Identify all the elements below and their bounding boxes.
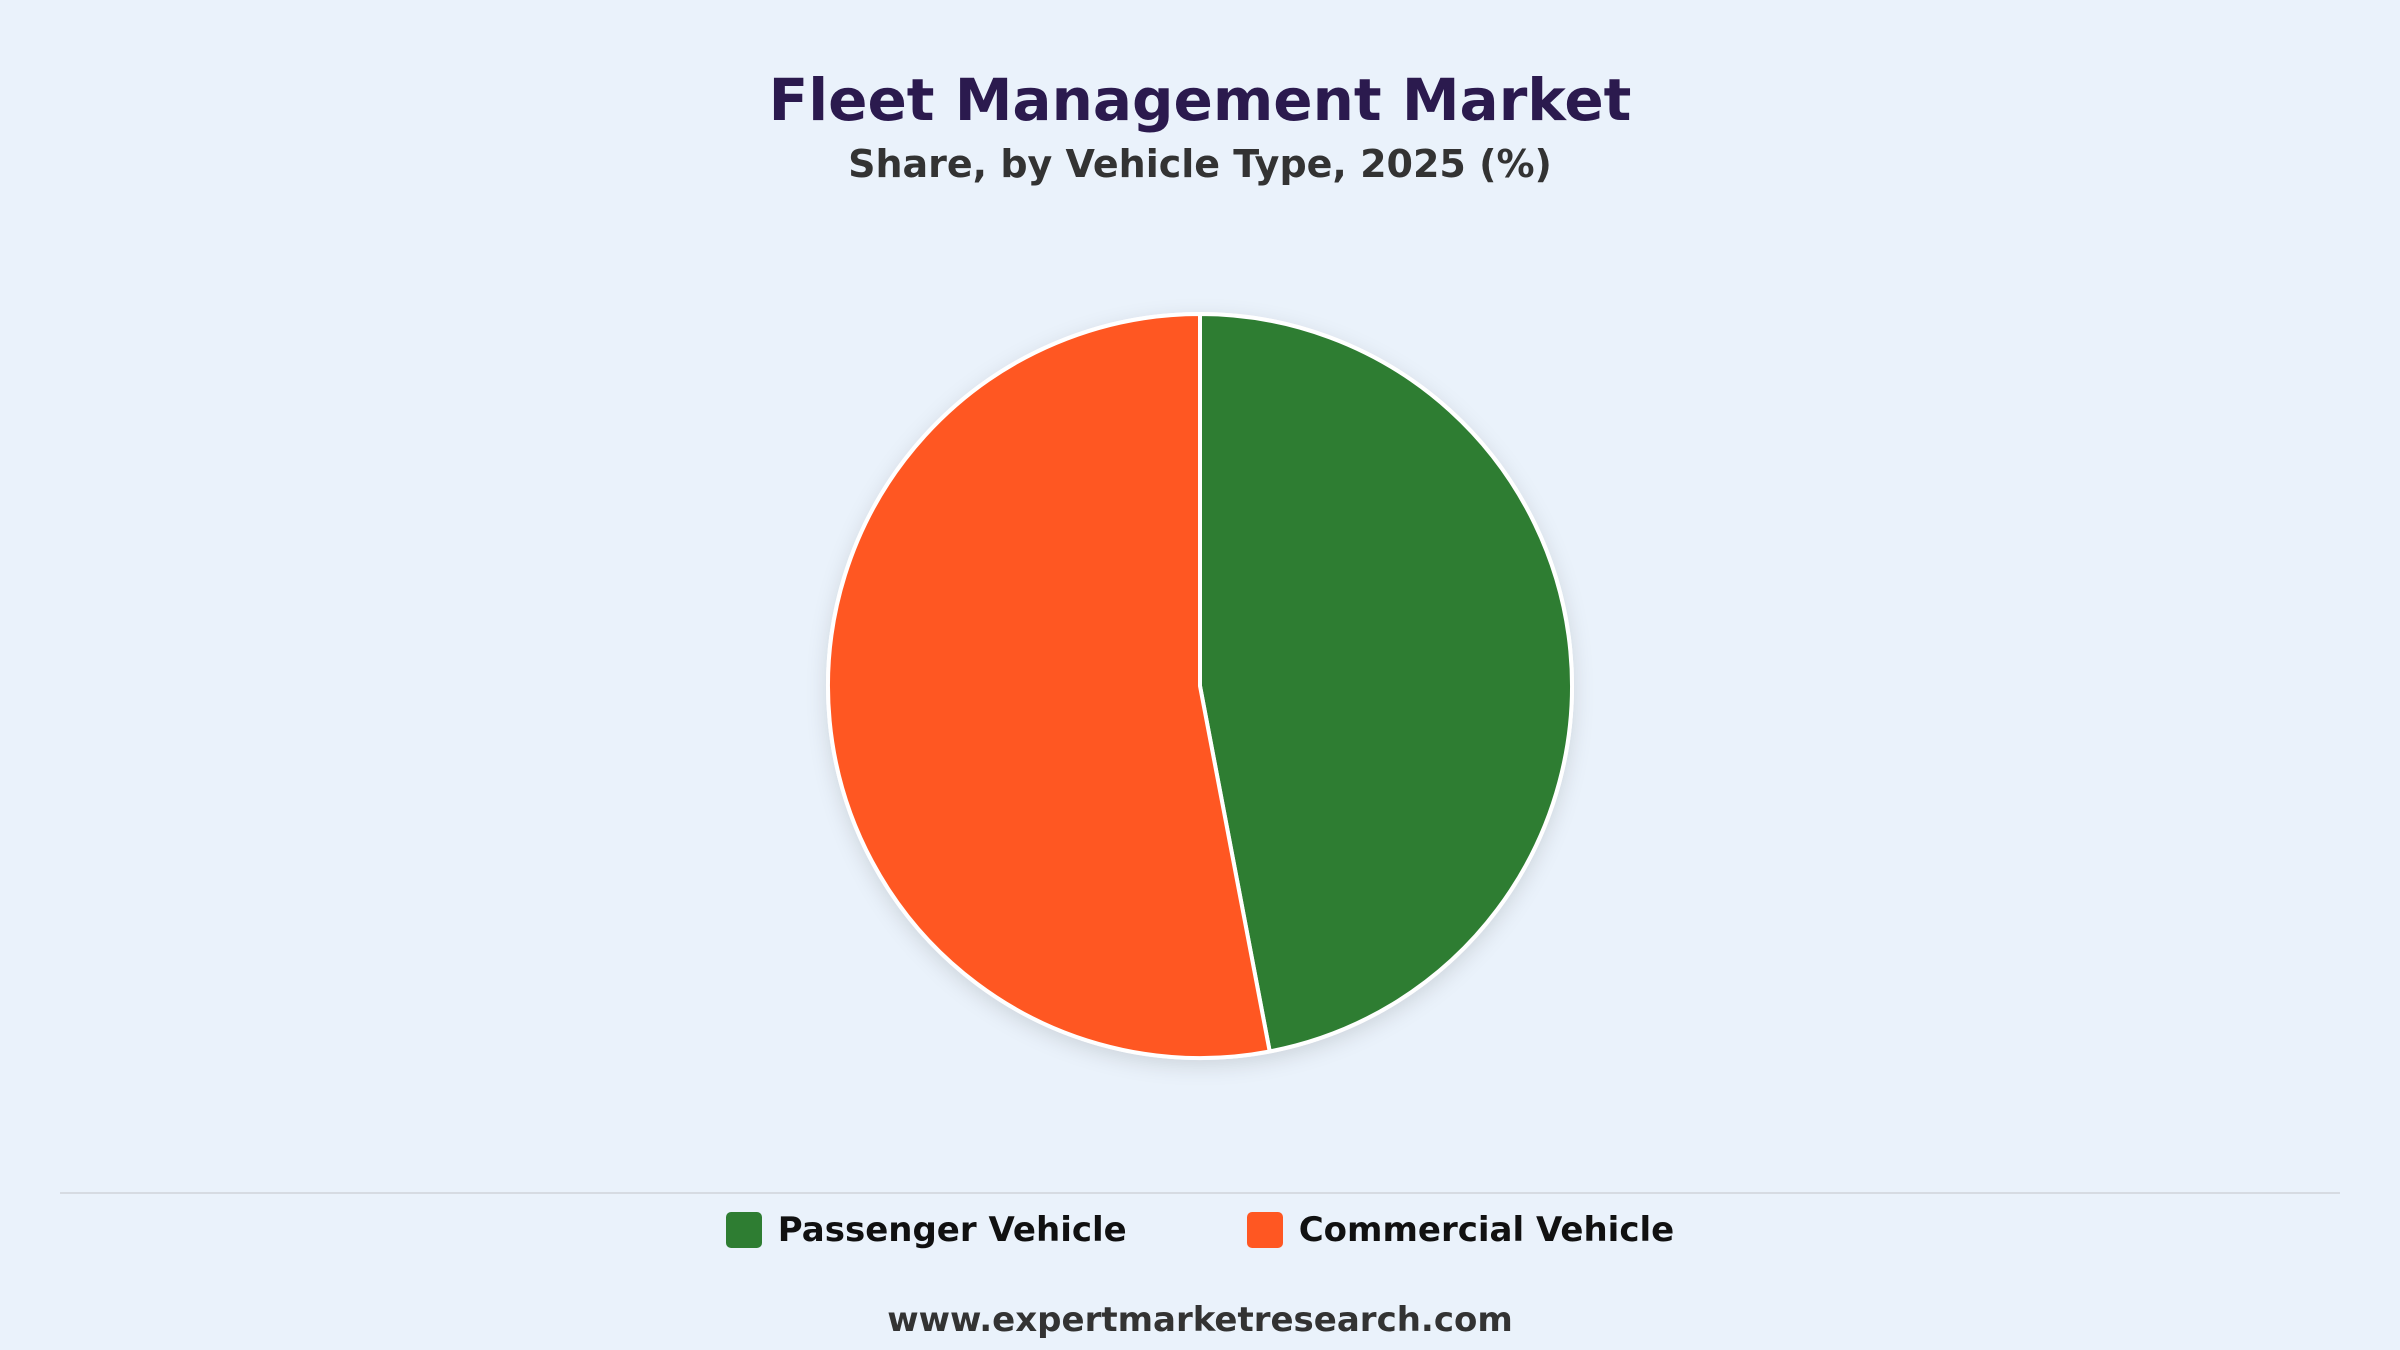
legend-label-commercial-vehicle: Commercial Vehicle xyxy=(1298,1210,1675,1250)
pie-slices xyxy=(826,312,1574,1060)
legend-swatch-commercial-vehicle xyxy=(1246,1212,1283,1248)
source-url: www.expertmarketresearch.com xyxy=(887,1300,1513,1340)
legend: Passenger Vehicle Commercial Vehicle xyxy=(0,1202,2400,1258)
pie-slice-passenger-vehicle xyxy=(1198,312,1574,1054)
legend-item-commercial-vehicle: Commercial Vehicle xyxy=(1246,1210,1675,1250)
chart-title: Fleet Management Market xyxy=(768,66,1632,134)
pie-chart xyxy=(826,312,1574,1060)
legend-divider xyxy=(60,1192,2340,1194)
legend-swatch-passenger-vehicle xyxy=(725,1212,762,1248)
pie-slice-commercial-vehicle xyxy=(826,312,1272,1060)
chart-subtitle: Share, by Vehicle Type, 2025 (%) xyxy=(848,142,1552,186)
legend-item-passenger-vehicle: Passenger Vehicle xyxy=(725,1210,1127,1250)
legend-label-passenger-vehicle: Passenger Vehicle xyxy=(777,1210,1127,1250)
